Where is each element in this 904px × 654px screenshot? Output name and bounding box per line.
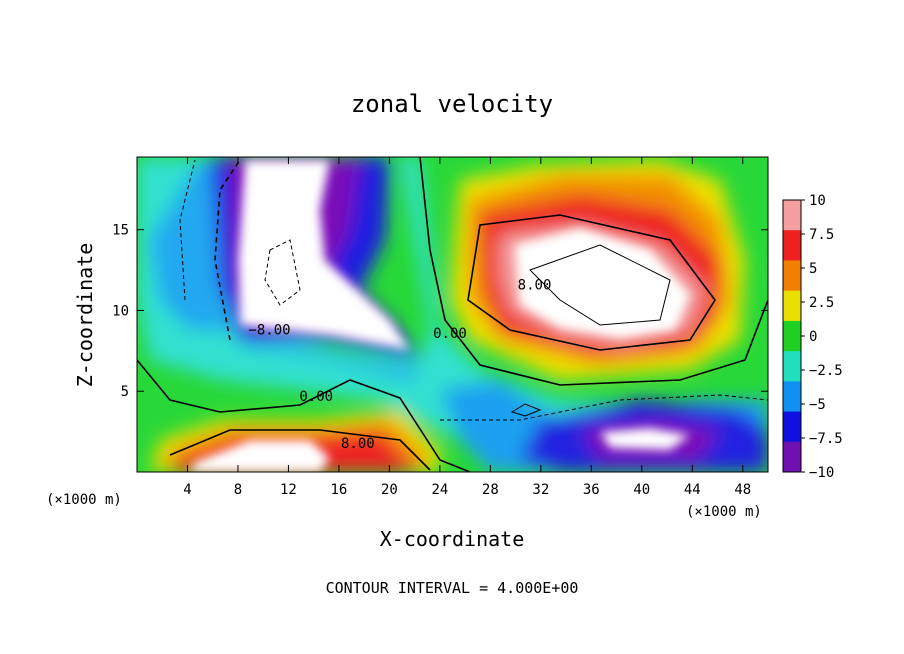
heatmap-field <box>137 157 768 472</box>
contour-interval-note: CONTOUR INTERVAL = 4.000E+00 <box>326 579 579 597</box>
x-axis: 4 8 12 16 20 24 28 32 36 40 44 48 <box>183 157 751 498</box>
x-tick-label: 48 <box>734 482 751 498</box>
y-tick-label: 15 <box>112 223 129 239</box>
x-tick-label: 28 <box>482 482 499 498</box>
contour-label: 8.00 <box>341 436 375 452</box>
x-axis-label: X-coordinate <box>380 527 525 551</box>
y-tick-label: 10 <box>112 303 129 319</box>
contour-label: 8.00 <box>518 277 552 293</box>
x-tick-label: 44 <box>684 482 701 498</box>
colorbar-segment <box>783 320 801 352</box>
x-tick-label: 12 <box>280 482 297 498</box>
colorbar-segment <box>783 381 801 413</box>
x-tick-label: 8 <box>234 482 242 498</box>
y-axis: 5 10 15 <box>112 223 768 400</box>
contour-labels: 8.00 −8.00 0.00 0.00 8.00 <box>248 277 551 451</box>
colorbar-segment <box>783 351 801 382</box>
colorbar-segment <box>783 260 801 292</box>
x-tick-label: 24 <box>431 482 448 498</box>
y-axis-label: Z-coordinate <box>73 243 97 388</box>
colorbar-segment <box>783 290 801 322</box>
colorbar-tick-label: 10 <box>809 193 826 209</box>
colorbar-tick-label: 7.5 <box>809 227 834 243</box>
x-unit-right: (×1000 m) <box>686 504 762 520</box>
colorbar-tick-label: −5 <box>809 397 826 413</box>
contour-label: −8.00 <box>248 323 290 339</box>
colorbar-tick-label: 2.5 <box>809 295 834 311</box>
x-tick-label: 16 <box>330 482 347 498</box>
x-unit-left: (×1000 m) <box>46 492 122 508</box>
x-tick-label: 32 <box>532 482 549 498</box>
x-tick-label: 40 <box>633 482 650 498</box>
colorbar-segment <box>783 230 801 261</box>
colorbar-tick-label: 5 <box>809 261 817 277</box>
x-tick-label: 36 <box>583 482 600 498</box>
x-tick-label: 20 <box>381 482 398 498</box>
contour-label: 0.00 <box>433 326 467 342</box>
plot-frame <box>136 156 769 473</box>
colorbar-tick-label: 0 <box>809 329 817 345</box>
colorbar-segment <box>783 411 801 443</box>
colorbar-tick-label: −10 <box>809 465 834 481</box>
contour-label: 0.00 <box>299 389 333 405</box>
colorbar-segment <box>783 441 801 473</box>
y-tick-label: 5 <box>121 384 129 400</box>
colorbar-tick-label: −2.5 <box>809 363 843 379</box>
colorbar-tick-label: −7.5 <box>809 431 843 447</box>
colorbar-segment <box>783 200 801 231</box>
chart-title: zonal velocity <box>351 90 553 118</box>
x-tick-label: 4 <box>183 482 191 498</box>
colorbar: 10 7.5 5 2.5 0 −2.5 −5 −7.5 −10 <box>782 193 843 481</box>
